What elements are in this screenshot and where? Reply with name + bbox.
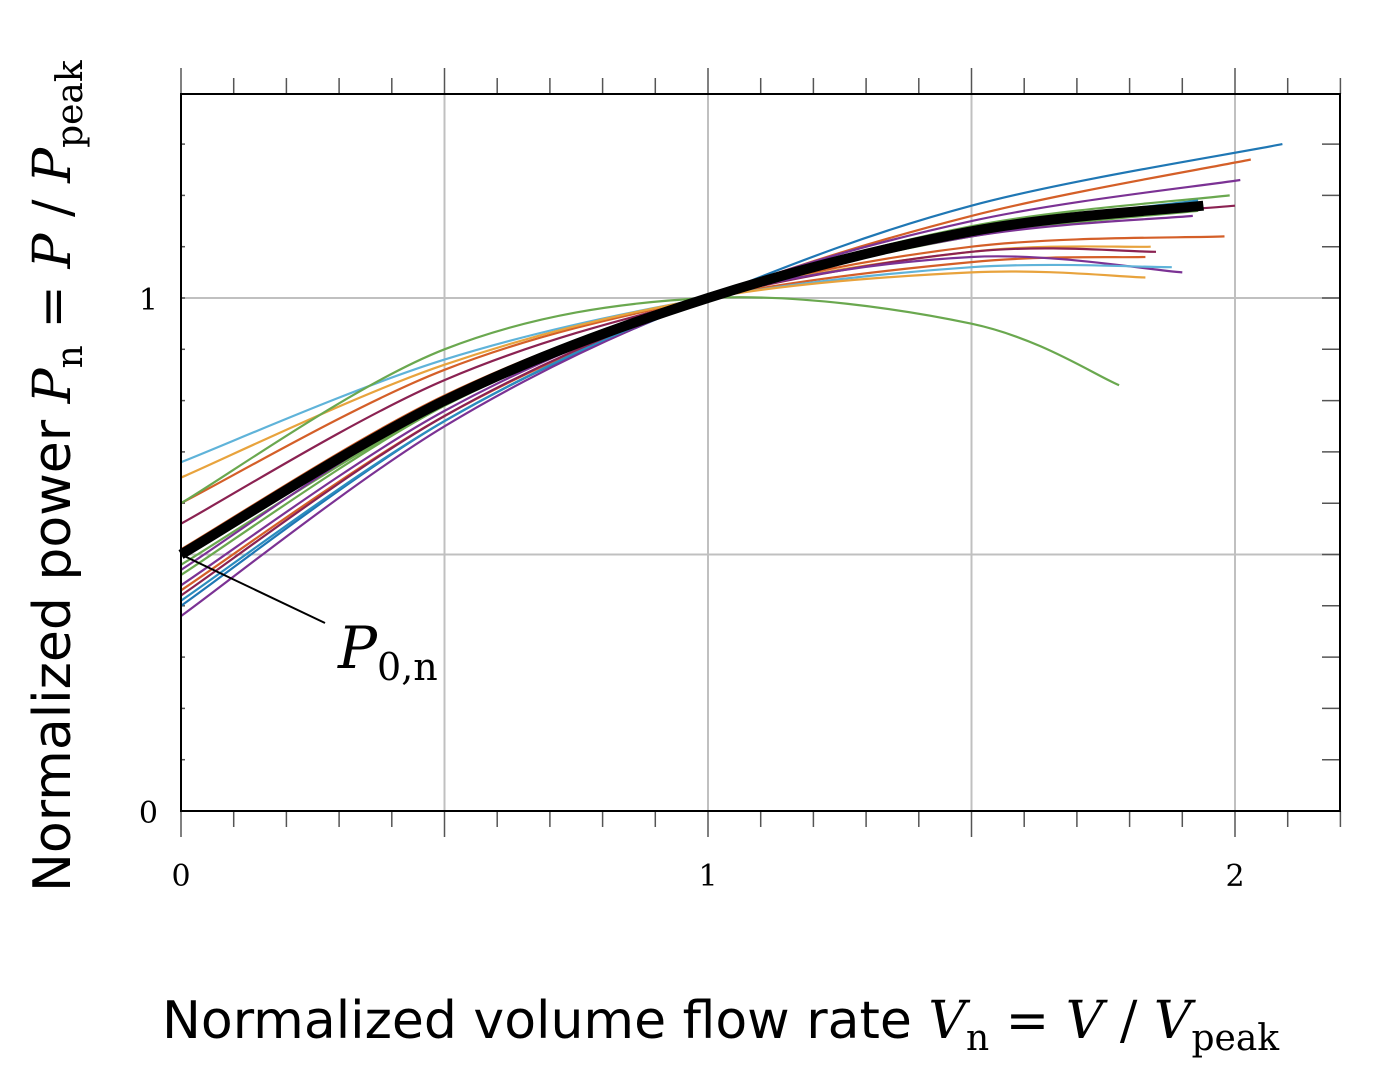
series-line-15: [180, 270, 1146, 479]
plot-frame: [180, 93, 1341, 812]
x-label-prefix: Normalized volume flow rate: [162, 991, 928, 1051]
series-line-11: [180, 247, 1157, 525]
x-label-num: V: [1066, 991, 1108, 1051]
x-label-den-sub: peak: [1191, 1018, 1280, 1059]
y-label-den-sub: peak: [50, 59, 91, 148]
x-label-sub: n: [966, 1018, 989, 1059]
series-line-14: [180, 263, 1172, 464]
series-line-10: [180, 245, 1151, 556]
y-label-prefix: Normalized power: [23, 403, 83, 892]
series-line-2: [180, 158, 1252, 592]
x-tick-label: 1: [698, 859, 717, 894]
x-tick-label: 0: [171, 859, 190, 894]
annotation-symbol: P: [337, 614, 378, 682]
y-label-slash: /: [23, 183, 83, 234]
x-axis-label: Normalized volume flow rate Vn = V / Vpe…: [162, 991, 1280, 1059]
x-tick-label: 2: [1225, 859, 1244, 894]
x-label-symbol: V: [928, 991, 970, 1051]
x-label-eq: =: [989, 991, 1066, 1051]
y-tick-label: 1: [139, 283, 158, 318]
series-line-16: [180, 296, 1120, 505]
y-axis-label: Normalized power Pn = P / Ppeak: [23, 59, 91, 892]
y-label-num: P: [23, 233, 83, 270]
y-label-symbol: P: [23, 367, 83, 404]
annotation-subscript: 0,n: [377, 645, 438, 689]
x-label-den: V: [1154, 991, 1196, 1051]
annotation-label: P0,n: [337, 614, 438, 689]
mean-series-line: [178, 200, 1204, 559]
y-tick-label: 0: [139, 796, 158, 831]
series-line-9: [180, 235, 1225, 551]
x-label-slash: /: [1103, 991, 1154, 1051]
y-label-eq: =: [23, 269, 83, 346]
series-lines: [178, 143, 1283, 617]
series-line-4: [180, 194, 1230, 566]
annotation-pointer: [180, 553, 326, 624]
axis-ticks: [180, 68, 1342, 837]
y-label-den: P: [23, 147, 83, 184]
y-label-sub: n: [50, 345, 91, 368]
tick-labels: 0 1 2 0 1: [139, 283, 1245, 894]
